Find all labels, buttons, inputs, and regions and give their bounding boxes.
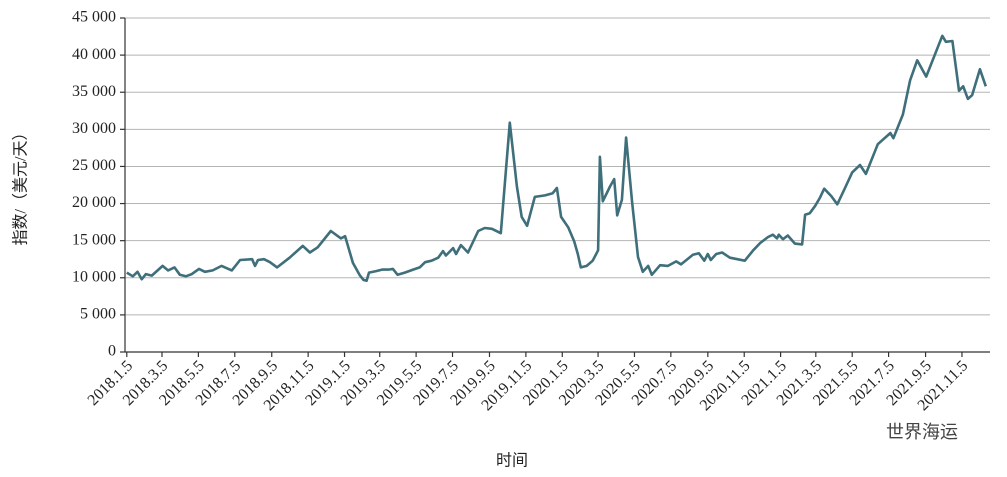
y-tick-label: 5 000 — [80, 306, 116, 323]
y-axis-label: 指数/（美元/天） — [12, 125, 30, 246]
y-tick-label: 0 — [108, 343, 116, 360]
y-tick-label: 10 000 — [72, 268, 116, 285]
series-line — [126, 34, 988, 282]
watermark: 世界海运 — [886, 422, 958, 443]
y-tick-label: 45 000 — [72, 9, 116, 26]
y-tick-label: 30 000 — [72, 120, 116, 137]
y-tick-label: 20 000 — [72, 194, 116, 211]
y-tick-label: 15 000 — [72, 231, 116, 248]
y-tick-label: 35 000 — [72, 83, 116, 100]
y-tick-label: 40 000 — [72, 46, 116, 63]
x-axis-label: 时间 — [496, 452, 528, 470]
y-tick-label: 25 000 — [72, 157, 116, 174]
